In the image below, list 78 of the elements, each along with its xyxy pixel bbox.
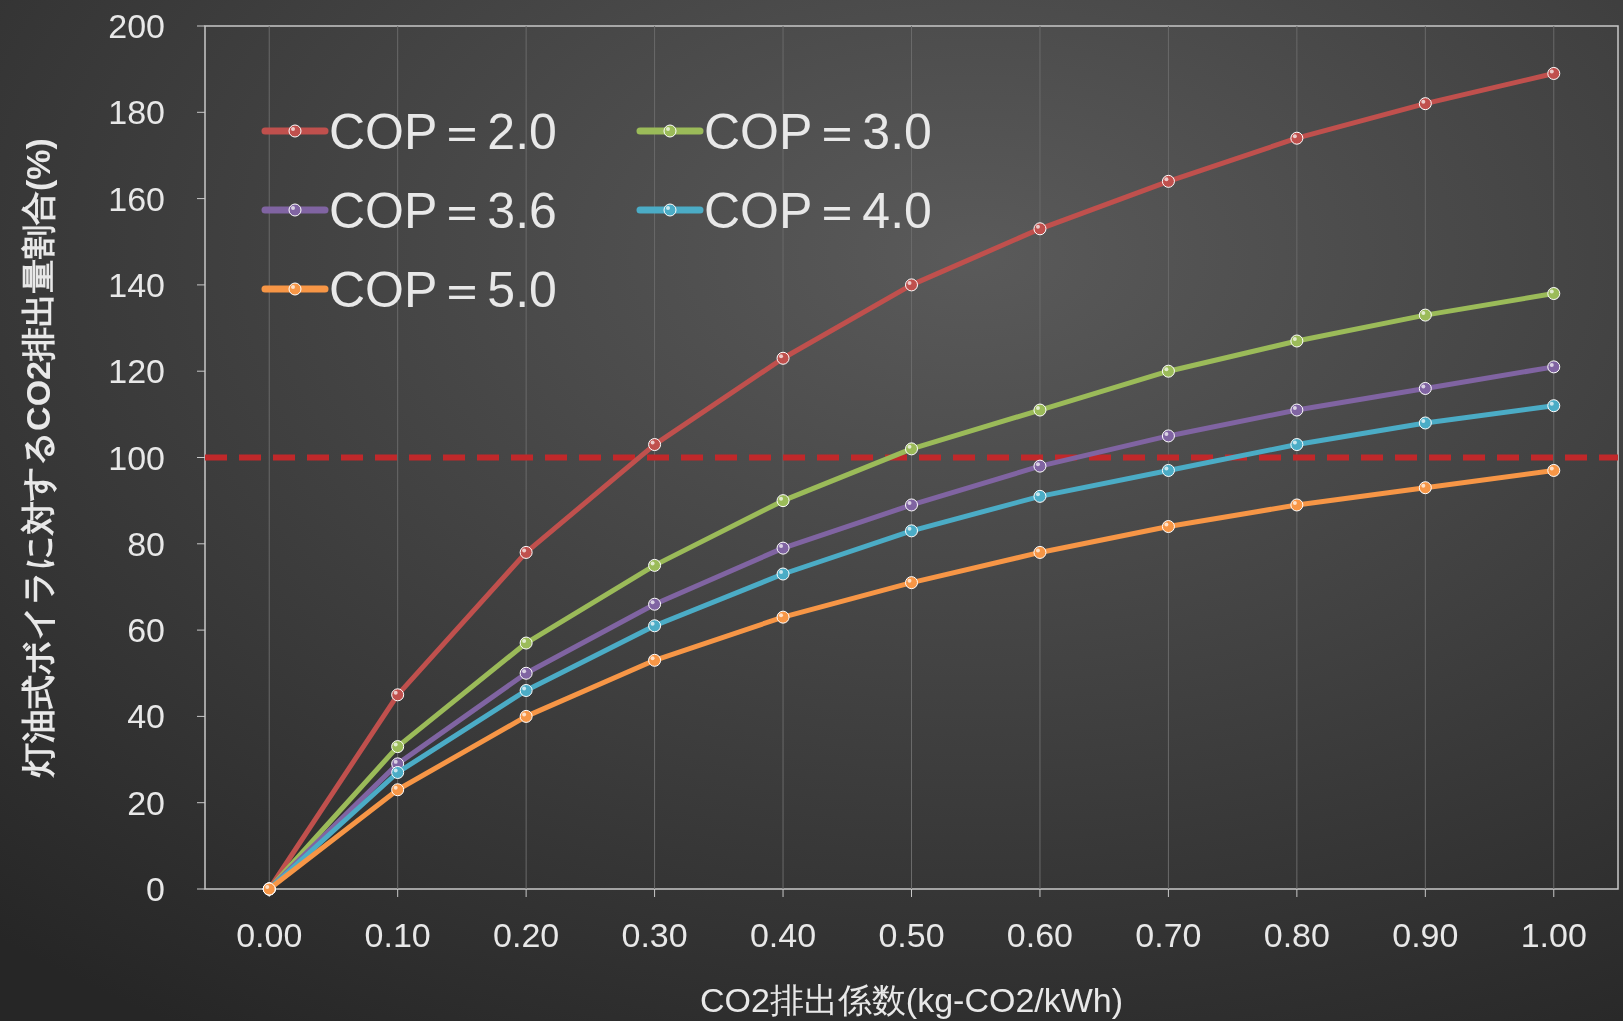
x-tick-label: 0.70 — [1135, 916, 1202, 954]
x-tick-label: 0.60 — [1006, 916, 1074, 954]
y-tick-label: 0 — [146, 870, 165, 908]
point — [776, 494, 790, 508]
point — [1033, 222, 1047, 236]
y-tick-label: 40 — [127, 697, 165, 736]
point — [648, 438, 662, 452]
point — [1161, 463, 1175, 477]
x-tick-label: 0.90 — [1392, 916, 1459, 954]
legend-label: COP＝3.6 — [329, 183, 557, 239]
point — [1418, 308, 1432, 322]
y-tick-label: 80 — [127, 524, 165, 563]
point — [1547, 66, 1561, 80]
point — [905, 576, 918, 590]
point — [648, 597, 662, 611]
legend-label: COP＝2.0 — [329, 104, 557, 160]
point — [391, 688, 405, 702]
point — [648, 619, 662, 633]
point — [1418, 416, 1432, 430]
point — [519, 709, 533, 723]
point — [1161, 520, 1175, 534]
point — [519, 636, 533, 650]
legend-label: COP＝3.0 — [704, 104, 932, 160]
point — [776, 610, 790, 624]
x-tick-label: 0.30 — [621, 916, 688, 954]
x-tick-label: 0.10 — [364, 916, 431, 954]
x-tick-label: 0.80 — [1263, 916, 1330, 954]
point — [1547, 463, 1561, 477]
x-tick-label: 0.00 — [236, 916, 303, 954]
point — [1290, 498, 1304, 512]
y-tick-label: 160 — [108, 179, 165, 218]
point — [776, 541, 790, 555]
y-tick-label: 100 — [108, 438, 165, 477]
point — [1033, 459, 1047, 473]
point — [519, 545, 533, 559]
point — [391, 766, 405, 779]
y-axis-title: 灯油式ボイラに対するCO2排出量割合(%) — [19, 138, 57, 778]
point — [1161, 429, 1175, 443]
point — [776, 351, 790, 365]
point — [519, 684, 533, 698]
point — [905, 278, 918, 292]
point — [391, 783, 405, 797]
y-tick-label: 140 — [108, 265, 165, 304]
point — [1290, 438, 1304, 452]
point — [1161, 174, 1175, 188]
point — [519, 666, 533, 680]
point — [391, 740, 405, 754]
point — [905, 498, 918, 512]
y-tick-label: 180 — [108, 93, 165, 132]
y-tick-label: 200 — [108, 7, 165, 45]
point — [1033, 403, 1047, 417]
point — [1547, 360, 1561, 374]
point — [648, 653, 662, 667]
legend-label: COP＝4.0 — [704, 183, 932, 239]
point — [648, 558, 662, 572]
y-tick-label: 20 — [127, 783, 165, 822]
point — [1547, 399, 1561, 413]
point — [1547, 287, 1561, 301]
point — [1418, 481, 1432, 495]
point — [1418, 97, 1432, 111]
y-tick-label: 120 — [108, 352, 165, 391]
point — [1033, 489, 1047, 503]
point — [1290, 334, 1304, 348]
point — [905, 524, 918, 538]
point — [776, 567, 790, 581]
x-tick-label: 1.00 — [1520, 916, 1587, 954]
legend-label: COP＝5.0 — [329, 262, 557, 318]
x-tick-label: 0.20 — [493, 916, 560, 954]
point — [1161, 364, 1175, 378]
point — [1290, 131, 1304, 145]
x-tick-label: 0.50 — [878, 916, 945, 954]
x-tick-label: 0.40 — [749, 916, 817, 954]
point — [1033, 545, 1047, 559]
y-tick-label: 60 — [127, 611, 165, 650]
point — [1290, 403, 1304, 417]
point — [1418, 381, 1432, 395]
point — [905, 442, 918, 456]
x-axis-title: CO2排出係数(kg-CO2/kWh) — [699, 981, 1124, 1019]
